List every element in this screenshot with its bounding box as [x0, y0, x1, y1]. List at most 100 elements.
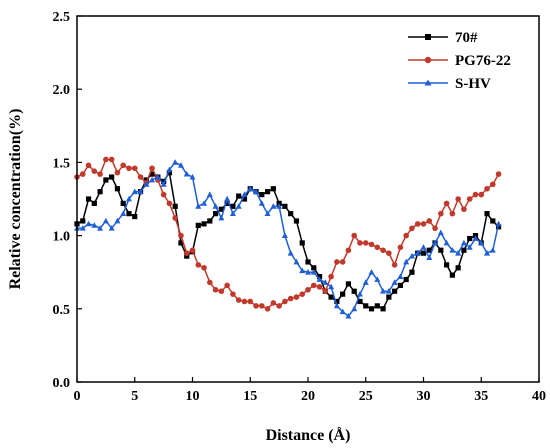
data-point-pg76-22 [403, 232, 409, 239]
data-point-s-hv [270, 203, 277, 209]
data-point-70 [264, 189, 271, 195]
data-point-pg76-22 [207, 279, 213, 286]
data-point-70 [351, 288, 357, 294]
legend-marker-s-hv [424, 79, 432, 86]
data-point-s-hv [276, 203, 283, 209]
data-point-70 [392, 288, 398, 294]
data-point-s-hv [478, 239, 485, 246]
data-point-pg76-22 [114, 169, 121, 176]
data-point-s-hv [339, 308, 346, 315]
y-tick-label: 2.5 [53, 10, 71, 25]
series-s-hv [74, 159, 502, 319]
legend-marker-pg76-22 [424, 56, 432, 64]
data-point-70 [420, 250, 427, 256]
x-tick-label: 15 [243, 389, 257, 404]
y-tick-label: 1.0 [53, 230, 71, 245]
data-point-s-hv [287, 249, 294, 256]
data-point-pg76-22 [183, 250, 190, 256]
data-point-s-hv [333, 302, 340, 309]
data-point-pg76-22 [160, 191, 167, 198]
data-point-pg76-22 [195, 262, 202, 268]
data-point-70 [91, 200, 97, 206]
data-point-s-hv [351, 305, 358, 312]
data-point-70 [224, 200, 230, 206]
series-line-pg76-22 [76, 158, 500, 310]
data-point-pg76-22 [299, 291, 306, 297]
data-point-pg76-22 [362, 240, 369, 246]
data-point-s-hv [460, 239, 467, 246]
data-point-pg76-22 [282, 298, 288, 305]
data-point-pg76-22 [224, 282, 230, 289]
data-point-s-hv [154, 173, 161, 180]
data-point-70 [426, 247, 432, 253]
x-tick-label: 0 [74, 389, 81, 404]
data-point-s-hv [403, 258, 410, 265]
data-point-pg76-22 [166, 200, 173, 207]
data-point-s-hv [79, 225, 86, 231]
data-point-pg76-22 [438, 210, 444, 217]
data-point-pg76-22 [264, 306, 271, 312]
data-point-70 [218, 206, 224, 212]
data-point-pg76-22 [172, 215, 178, 221]
data-point-pg76-22 [414, 221, 421, 227]
data-point-s-hv [414, 249, 421, 256]
data-point-s-hv [345, 312, 352, 319]
data-point-70 [380, 306, 386, 312]
data-point-s-hv [316, 276, 323, 282]
data-point-70 [490, 218, 496, 224]
data-point-s-hv [293, 258, 300, 265]
data-point-pg76-22 [79, 171, 86, 177]
data-point-pg76-22 [316, 284, 323, 290]
data-point-s-hv [177, 162, 184, 168]
series-layer [74, 156, 502, 319]
data-point-s-hv [241, 191, 248, 198]
data-point-70 [299, 240, 305, 246]
data-point-70 [374, 303, 380, 309]
data-point-pg76-22 [218, 288, 225, 295]
data-point-s-hv [224, 195, 231, 202]
x-tick-label: 20 [301, 389, 315, 404]
data-point-70 [403, 276, 409, 283]
data-point-pg76-22 [455, 196, 461, 202]
data-point-s-hv [218, 214, 225, 221]
data-point-70 [114, 186, 121, 192]
data-point-pg76-22 [420, 221, 427, 227]
data-point-70 [282, 203, 288, 209]
data-point-70 [345, 281, 352, 287]
data-point-s-hv [380, 288, 387, 294]
data-point-70 [357, 298, 363, 305]
data-point-70 [311, 265, 317, 271]
data-point-70 [213, 211, 219, 217]
data-point-s-hv [385, 288, 392, 294]
data-point-pg76-22 [212, 286, 219, 293]
data-point-pg76-22 [149, 165, 155, 172]
data-point-pg76-22 [322, 288, 329, 295]
data-point-s-hv [166, 166, 173, 173]
data-point-70 [305, 259, 311, 265]
data-point-s-hv [125, 195, 132, 202]
data-point-s-hv [97, 225, 104, 231]
data-point-pg76-22 [478, 191, 485, 198]
data-point-s-hv [102, 217, 109, 224]
data-point-pg76-22 [490, 181, 496, 188]
data-point-s-hv [229, 210, 236, 217]
x-tick-label: 35 [474, 389, 488, 404]
data-point-pg76-22 [368, 241, 375, 248]
data-point-pg76-22 [305, 286, 311, 293]
data-point-s-hv [495, 220, 502, 227]
data-point-s-hv [397, 273, 404, 279]
data-point-70 [368, 306, 375, 312]
data-point-s-hv [131, 188, 138, 195]
data-point-s-hv [310, 269, 317, 275]
data-point-s-hv [281, 232, 288, 238]
y-tick-label: 0.5 [53, 303, 71, 318]
y-tick-label: 2.0 [53, 83, 71, 98]
legend-label-s-hv: S-HV [455, 76, 491, 92]
data-point-s-hv [195, 203, 202, 209]
data-point-pg76-22 [103, 156, 109, 163]
data-point-pg76-22 [189, 247, 196, 254]
data-point-pg76-22 [137, 174, 144, 180]
data-point-pg76-22 [397, 244, 404, 251]
data-point-70 [109, 174, 115, 180]
